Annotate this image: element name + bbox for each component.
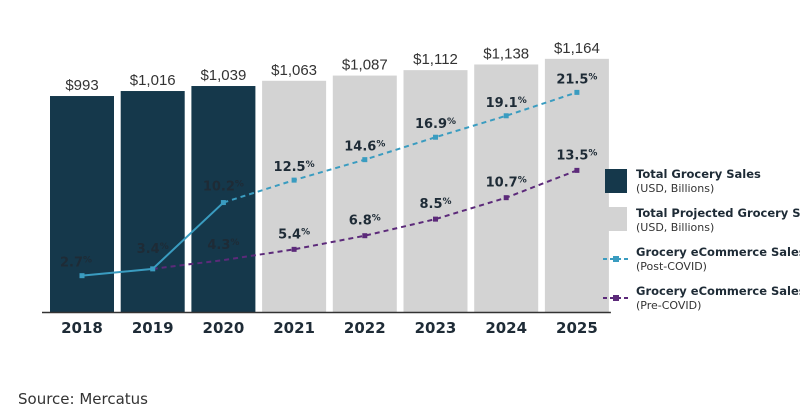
x-tick-label-2020: 2020 <box>203 319 245 337</box>
x-tick-labels: 2018 2019 2020 2021 2022 2023 2024 2025 <box>61 319 598 337</box>
x-tick-label-2021: 2021 <box>273 319 315 337</box>
bar-value-label-2023: $1,112 <box>413 51 458 68</box>
bar-value-label-2024: $1,138 <box>483 45 529 62</box>
legend-detail-post-covid: (Post-COVID) <box>636 260 707 273</box>
post-covid-point-2023 <box>433 134 438 140</box>
pre-covid-point-2021 <box>291 246 297 252</box>
bar-value-label-2021: $1,063 <box>271 62 317 79</box>
bar-2024 <box>474 64 539 312</box>
source-note: Source: Mercatus <box>18 390 148 408</box>
x-tick-label-2024: 2024 <box>485 319 527 337</box>
legend-marker-post-covid <box>613 256 619 262</box>
post-covid-label-2019: 3.4% <box>137 242 169 257</box>
bar-labels-group: $993 $1,016 $1,039 $1,063 $1,087 $1,112 $1,138… <box>65 40 600 94</box>
post-covid-label-2025: 21.5% <box>556 72 597 87</box>
x-tick-label-2018: 2018 <box>61 319 103 337</box>
post-covid-label-2018: 2.7% <box>60 256 92 271</box>
legend-swatch-projected-grocery <box>605 207 627 231</box>
legend-label-projected-grocery: Total Projected Grocery Sales <box>636 206 800 220</box>
bar-2023 <box>403 70 468 312</box>
bar-value-label-2019: $1,016 <box>130 72 176 89</box>
bar-2025 <box>544 58 609 312</box>
x-tick-label-2019: 2019 <box>132 319 174 337</box>
bar-value-label-2025: $1,164 <box>554 40 600 57</box>
post-covid-label-2021: 12.5% <box>274 160 315 175</box>
post-covid-label-2020: 10.2% <box>203 180 244 195</box>
legend-marker-pre-covid <box>613 295 619 301</box>
bar-2022 <box>332 75 397 312</box>
pre-covid-point-2024 <box>503 195 509 201</box>
post-covid-point-2025 <box>574 89 580 95</box>
lines-group <box>79 89 580 279</box>
bar-value-label-2020: $1,039 <box>200 67 246 84</box>
legend: Total Grocery Sales(USD, Billions)Total … <box>603 167 800 312</box>
post-covid-label-2023: 16.9% <box>415 117 456 132</box>
bar-2018 <box>50 96 114 313</box>
legend-unit-total-grocery: (USD, Billions) <box>636 182 714 195</box>
post-covid-point-2020 <box>220 200 226 206</box>
post-covid-point-2022 <box>362 157 368 163</box>
line-labels-group: 2.7% 3.4% 10.2% 12.5% 14.6% 16.9% 19.1% 21.5% 4.… <box>60 72 597 270</box>
pre-covid-label-2020: 4.3% <box>207 238 239 253</box>
legend-label-pre-covid: Grocery eCommerce Sales % <box>636 284 800 298</box>
legend-swatch-total-grocery <box>605 169 627 193</box>
bar-value-label-2018: $993 <box>65 77 98 94</box>
post-covid-label-2024: 19.1% <box>486 96 527 111</box>
bars-group <box>50 58 609 313</box>
post-covid-point-2021 <box>291 177 297 183</box>
pre-covid-point-2025 <box>574 167 580 173</box>
bar-2021 <box>262 80 327 312</box>
pre-covid-label-2024: 10.7% <box>486 176 527 191</box>
bar-value-label-2022: $1,087 <box>342 57 388 74</box>
post-covid-point-2019 <box>150 266 156 272</box>
bar-2019 <box>120 91 185 313</box>
post-covid-point-2024 <box>503 113 509 119</box>
bar-2020 <box>191 86 256 312</box>
post-covid-point-2018 <box>79 273 85 279</box>
post-covid-line-projected <box>223 91 578 204</box>
pre-covid-label-2022: 6.8% <box>349 214 381 229</box>
pre-covid-point-2022 <box>362 233 368 239</box>
x-tick-label-2022: 2022 <box>344 319 386 337</box>
post-covid-label-2022: 14.6% <box>344 140 385 155</box>
legend-unit-projected-grocery: (USD, Billions) <box>636 221 714 234</box>
pre-covid-label-2021: 5.4% <box>278 227 310 242</box>
legend-label-total-grocery: Total Grocery Sales <box>636 167 761 181</box>
pre-covid-label-2023: 8.5% <box>419 197 451 212</box>
x-tick-label-2023: 2023 <box>415 319 457 337</box>
legend-detail-pre-covid: (Pre-COVID) <box>636 299 701 312</box>
pre-covid-point-2023 <box>433 216 438 222</box>
x-tick-label-2025: 2025 <box>556 319 598 337</box>
pre-covid-label-2025: 13.5% <box>556 148 597 163</box>
legend-label-post-covid: Grocery eCommerce Sales % <box>636 245 800 259</box>
